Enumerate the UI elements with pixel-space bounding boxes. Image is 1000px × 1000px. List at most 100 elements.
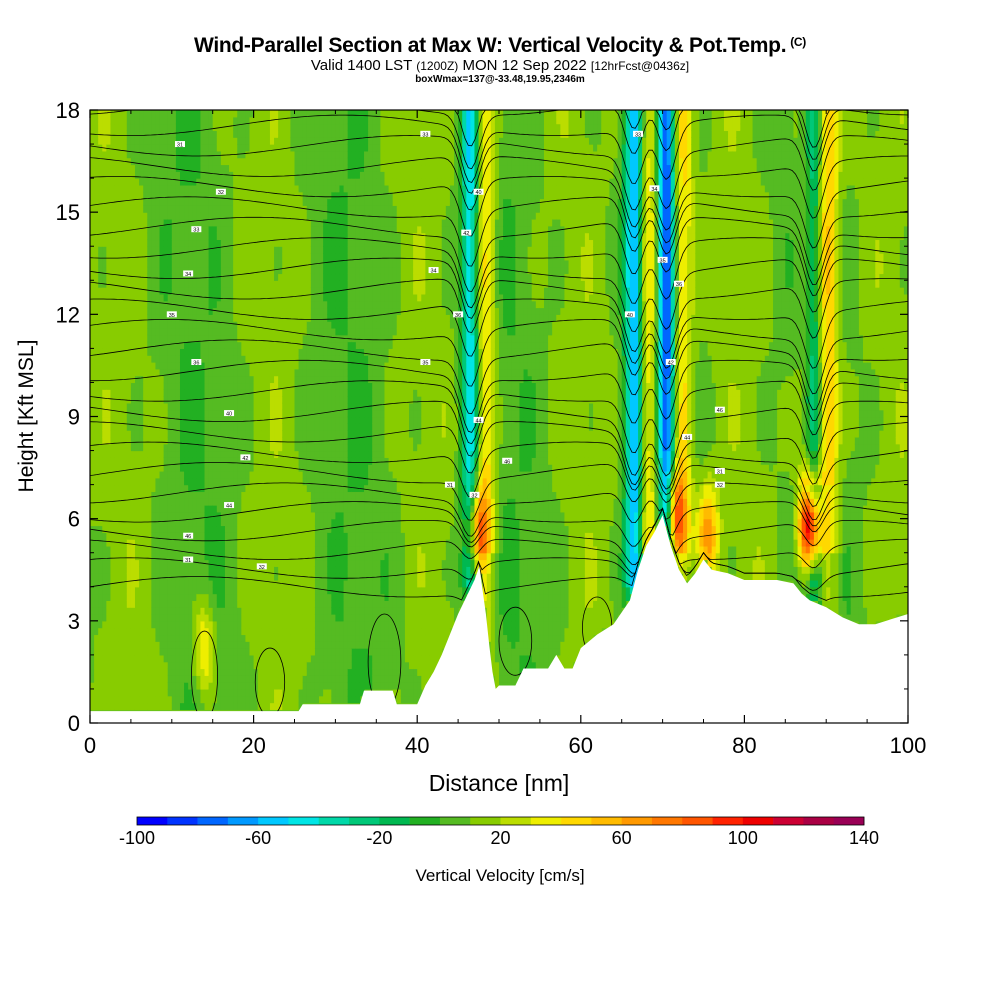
velocity-cell (205, 430, 210, 437)
velocity-cell (205, 553, 210, 560)
velocity-cell (98, 614, 103, 621)
velocity-cell (123, 226, 128, 233)
velocity-cell (237, 553, 242, 560)
velocity-cell (245, 634, 250, 641)
velocity-cell (258, 478, 263, 485)
velocity-cell (241, 464, 246, 471)
velocity-cell (233, 335, 238, 342)
velocity-cell (160, 505, 165, 512)
velocity-cell (229, 621, 234, 628)
velocity-cell (115, 287, 120, 294)
velocity-cell (225, 532, 230, 539)
velocity-cell (180, 703, 185, 710)
velocity-cell (115, 573, 120, 580)
velocity-cell (127, 417, 132, 424)
velocity-cell (147, 362, 152, 369)
velocity-cell (98, 689, 103, 696)
velocity-cell (209, 151, 214, 158)
velocity-cell (168, 553, 173, 560)
velocity-cell (94, 260, 99, 267)
velocity-cell (168, 342, 173, 349)
velocity-cell (225, 130, 230, 137)
velocity-cell (200, 621, 205, 628)
velocity-cell (319, 308, 324, 315)
velocity-cell (151, 628, 156, 635)
velocity-cell (213, 369, 218, 376)
velocity-cell (168, 294, 173, 301)
velocity-cell (307, 655, 312, 662)
velocity-cell (233, 634, 238, 641)
velocity-cell (250, 403, 255, 410)
velocity-cell (98, 219, 103, 226)
velocity-cell (290, 219, 295, 226)
velocity-cell (127, 539, 132, 546)
velocity-cell (258, 328, 263, 335)
velocity-cell (311, 199, 316, 206)
velocity-cell (282, 587, 287, 594)
velocity-cell (127, 178, 132, 185)
velocity-cell (266, 430, 271, 437)
velocity-cell (168, 512, 173, 519)
velocity-cell (213, 403, 218, 410)
velocity-cell (143, 587, 148, 594)
velocity-cell (209, 553, 214, 560)
velocity-cell (303, 560, 308, 567)
velocity-cell (184, 621, 189, 628)
velocity-cell (147, 662, 152, 669)
velocity-cell (237, 423, 242, 430)
velocity-cell (274, 192, 279, 199)
velocity-cell (106, 158, 111, 165)
velocity-cell (147, 396, 152, 403)
velocity-cell (258, 621, 263, 628)
velocity-cell (90, 376, 95, 383)
velocity-cell (286, 348, 291, 355)
velocity-cell (258, 287, 263, 294)
velocity-cell (94, 696, 99, 703)
velocity-cell (102, 164, 107, 171)
velocity-cell (315, 628, 320, 635)
velocity-cell (139, 246, 144, 253)
velocity-cell (98, 682, 103, 689)
velocity-cell (295, 253, 300, 260)
velocity-cell (160, 566, 165, 573)
velocity-cell (311, 621, 316, 628)
velocity-cell (209, 621, 214, 628)
velocity-cell (213, 219, 218, 226)
velocity-cell (303, 689, 308, 696)
velocity-cell (245, 178, 250, 185)
velocity-cell (213, 389, 218, 396)
velocity-cell (102, 199, 107, 206)
velocity-cell (254, 212, 259, 219)
velocity-cell (282, 137, 287, 144)
velocity-cell (245, 648, 250, 655)
velocity-cell (241, 239, 246, 246)
velocity-cell (127, 260, 132, 267)
velocity-cell (155, 614, 160, 621)
velocity-cell (143, 382, 148, 389)
velocity-cell (180, 655, 185, 662)
velocity-cell (127, 621, 132, 628)
velocity-cell (245, 539, 250, 546)
velocity-cell (254, 594, 259, 601)
velocity-cell (151, 396, 156, 403)
velocity-cell (237, 212, 242, 219)
velocity-cell (180, 485, 185, 492)
velocity-cell (106, 178, 111, 185)
velocity-cell (307, 164, 312, 171)
velocity-cell (233, 600, 238, 607)
velocity-cell (299, 607, 304, 614)
velocity-cell (200, 539, 205, 546)
velocity-cell (168, 491, 173, 498)
velocity-cell (127, 226, 132, 233)
velocity-cell (135, 491, 140, 498)
velocity-cell (217, 532, 222, 539)
velocity-cell (270, 641, 275, 648)
velocity-cell (262, 396, 267, 403)
velocity-cell (274, 607, 279, 614)
velocity-cell (278, 124, 283, 131)
velocity-cell (274, 655, 279, 662)
velocity-cell (143, 362, 148, 369)
velocity-cell (303, 246, 308, 253)
velocity-cell (172, 348, 177, 355)
velocity-cell (196, 648, 201, 655)
